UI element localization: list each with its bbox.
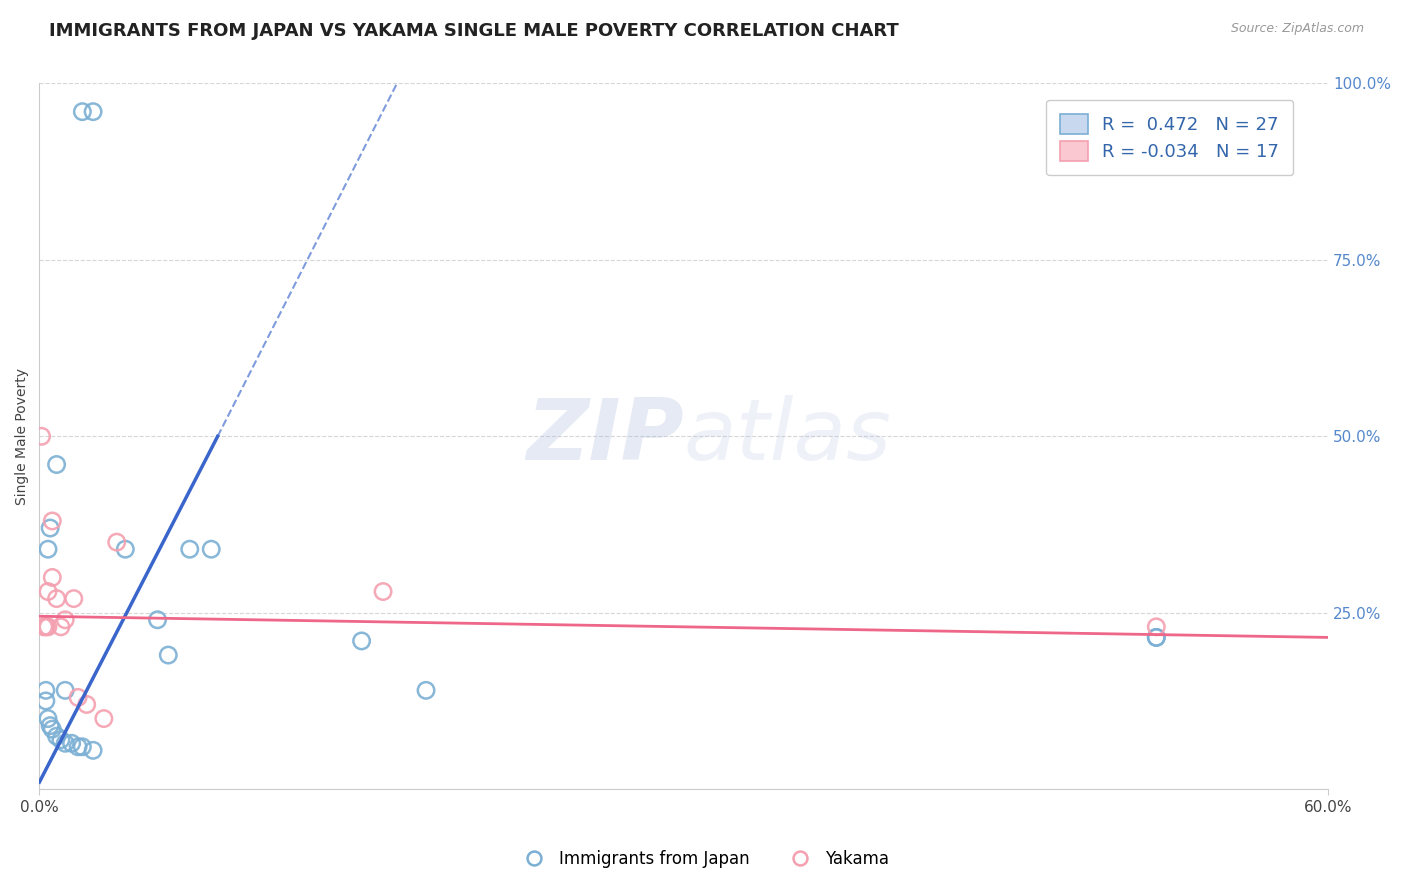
Point — [35, 683, 58, 698]
Point — [41, 722, 63, 736]
Point — [45, 591, 67, 606]
Text: ZIP: ZIP — [526, 395, 683, 478]
Point — [1144, 620, 1167, 634]
Point — [62, 591, 84, 606]
Point — [39, 718, 62, 732]
Point — [37, 584, 59, 599]
Point — [53, 613, 76, 627]
Point — [53, 736, 76, 750]
Point — [37, 542, 59, 557]
Point — [157, 648, 180, 662]
Point — [1144, 631, 1167, 645]
Point — [350, 634, 373, 648]
Legend: R =  0.472   N = 27, R = -0.034   N = 17: R = 0.472 N = 27, R = -0.034 N = 17 — [1046, 100, 1294, 176]
Legend: Immigrants from Japan, Yakama: Immigrants from Japan, Yakama — [510, 844, 896, 875]
Point — [49, 620, 72, 634]
Point — [35, 694, 58, 708]
Point — [53, 683, 76, 698]
Point — [76, 698, 98, 712]
Point — [49, 732, 72, 747]
Point — [45, 729, 67, 743]
Point — [60, 736, 83, 750]
Point — [415, 683, 437, 698]
Point — [67, 739, 90, 754]
Point — [45, 458, 67, 472]
Point — [41, 570, 63, 584]
Point — [146, 613, 169, 627]
Point — [32, 620, 55, 634]
Point — [200, 542, 222, 557]
Text: Source: ZipAtlas.com: Source: ZipAtlas.com — [1230, 22, 1364, 36]
Point — [67, 690, 90, 705]
Point — [39, 521, 62, 535]
Point — [114, 542, 136, 557]
Point — [37, 620, 59, 634]
Point — [72, 104, 94, 119]
Text: IMMIGRANTS FROM JAPAN VS YAKAMA SINGLE MALE POVERTY CORRELATION CHART: IMMIGRANTS FROM JAPAN VS YAKAMA SINGLE M… — [49, 22, 898, 40]
Point — [35, 620, 58, 634]
Point — [93, 712, 115, 726]
Point — [1144, 631, 1167, 645]
Text: atlas: atlas — [683, 395, 891, 478]
Point — [179, 542, 201, 557]
Point — [72, 739, 94, 754]
Point — [82, 743, 104, 757]
Point — [105, 535, 128, 549]
Point — [82, 104, 104, 119]
Point — [41, 514, 63, 528]
Y-axis label: Single Male Poverty: Single Male Poverty — [15, 368, 30, 505]
Point — [371, 584, 394, 599]
Point — [37, 712, 59, 726]
Point — [31, 429, 53, 443]
